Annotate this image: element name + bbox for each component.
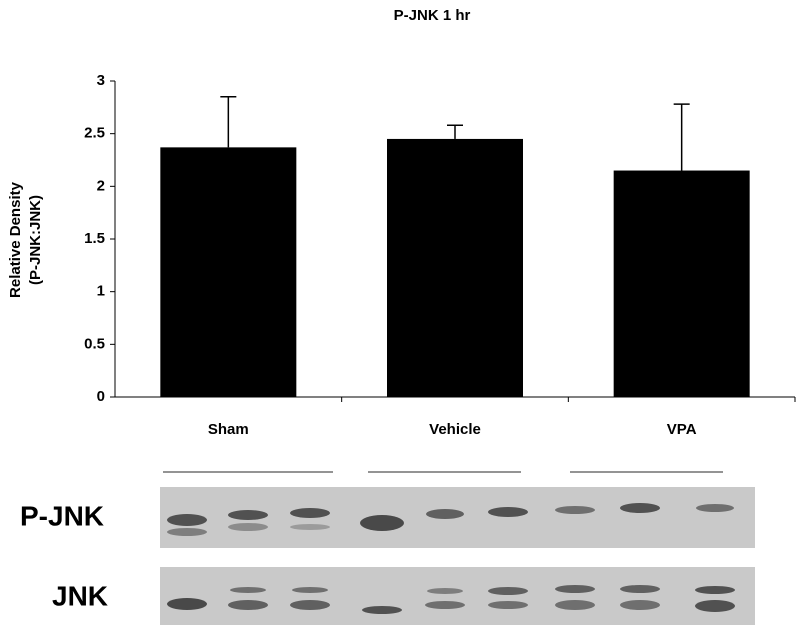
bar: [613, 170, 750, 397]
blot-label: JNK: [52, 580, 108, 611]
y-tick-label: 2.5: [84, 125, 105, 142]
blot: [160, 471, 755, 625]
blot-panel: [160, 567, 755, 625]
y-tick-label: 0: [97, 388, 105, 405]
y-axis-label: Relative Density: [7, 181, 24, 298]
x-tick-label: VPA: [667, 421, 697, 438]
bar: [160, 147, 297, 397]
x-tick-label: Sham: [208, 421, 249, 438]
blot-label: P-JNK: [20, 500, 104, 531]
y-tick-label: 0.5: [84, 335, 105, 352]
y-tick-label: 2: [97, 177, 105, 194]
bands: [167, 503, 735, 614]
chart-title: P-JNK 1 hr: [394, 7, 471, 24]
y-tick-label: 1: [97, 283, 105, 300]
bar: [387, 138, 523, 397]
y-axis-label: (P-JNK:JNK): [27, 195, 44, 285]
y-tick-label: 1.5: [84, 230, 105, 247]
y-tick-label: 3: [97, 72, 105, 89]
x-tick-label: Vehicle: [429, 421, 481, 438]
